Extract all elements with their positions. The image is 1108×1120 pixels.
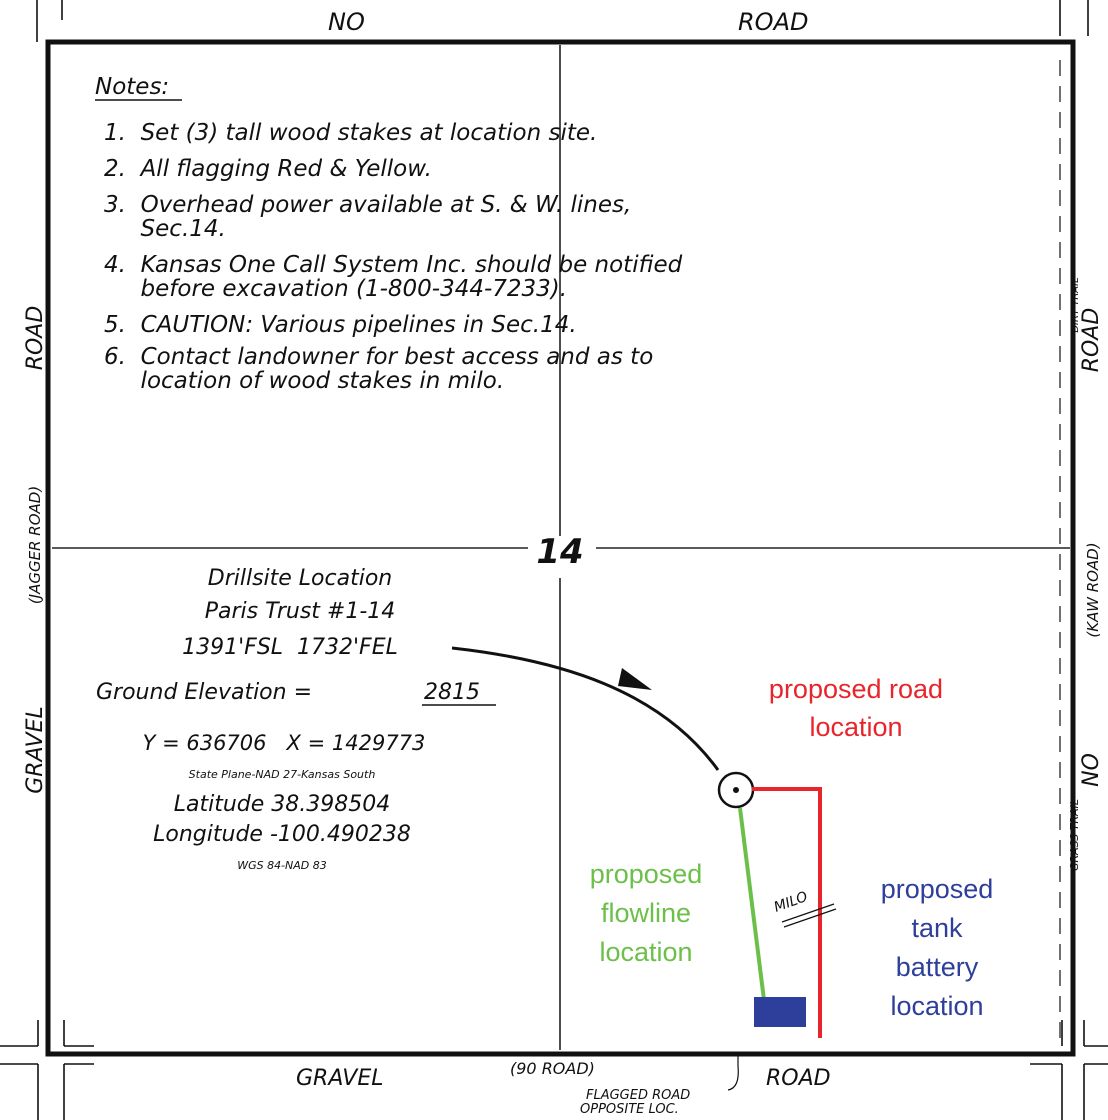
road-label-left-lower: GRAVEL	[23, 706, 48, 794]
annotation-road: proposed road location	[769, 674, 943, 742]
annotation-tank-line: tank	[911, 913, 963, 943]
crop-label-milo: MILO	[772, 889, 810, 916]
note-line: 1. Set (3) tall wood stakes at location …	[104, 120, 597, 146]
annotation-flowline-line: flowline	[601, 898, 691, 928]
leader-arrowhead	[618, 668, 652, 690]
section-number: 14	[536, 532, 583, 572]
note-line: 6. Contact landowner for best access and…	[104, 344, 653, 370]
note-line: 4. Kansas One Call System Inc. should be…	[104, 252, 683, 278]
notes-heading: Notes:	[95, 74, 169, 100]
state-plane-label: State Plane-NAD 27-Kansas South	[189, 768, 376, 781]
note-line: 5. CAUTION: Various pipelines in Sec.14.	[104, 312, 577, 338]
note-line: 2. All flagging Red & Yellow.	[104, 156, 432, 182]
milo-underline-2	[783, 908, 837, 928]
annotation-flowline-line: proposed	[590, 859, 703, 889]
drillsite-info: Drillsite Location Paris Trust #1-14 139…	[96, 566, 496, 872]
road-label-left-middle: (JAGGER ROAD)	[26, 486, 44, 604]
drillsite-well-name: Paris Trust #1-14	[205, 599, 396, 624]
latitude: Latitude 38.398504	[174, 792, 391, 817]
proposed-flowline-line	[738, 807, 766, 1001]
proposed-road-line	[752, 787, 822, 1038]
note-line: before excavation (1-800-344-7233).	[104, 276, 567, 302]
well-center-dot	[733, 787, 739, 793]
flagged-road-leader	[727, 1052, 739, 1091]
state-plane-coords: Y = 636706 X = 1429773	[143, 731, 426, 755]
road-label-left-upper: ROAD	[23, 306, 48, 371]
annotation-tank-line: battery	[896, 952, 979, 982]
annotation-road-line: proposed road	[769, 674, 943, 704]
notes-list: 1. Set (3) tall wood stakes at location …	[104, 120, 683, 394]
elevation-value: 2815	[424, 680, 480, 705]
annotation-flowline-line: location	[599, 937, 692, 967]
road-label-right-dirt-trail: DIRT TRAIL	[1070, 277, 1081, 332]
annotation-flowline: proposed flowline location	[590, 859, 703, 967]
annotation-road-line: location	[809, 712, 902, 742]
milo-underline-1	[781, 903, 835, 923]
drillsite-footage: 1391'FSL 1732'FEL	[182, 635, 398, 660]
annotation-tank-line: location	[890, 991, 983, 1021]
leader-arrow	[451, 646, 720, 771]
note-line: location of wood stakes in milo.	[104, 368, 504, 394]
annotation-tank: proposed tank battery location	[881, 874, 994, 1021]
tank-battery-symbol	[754, 997, 806, 1027]
note-line: Sec.14.	[104, 216, 226, 242]
road-label-top-left: NO	[328, 8, 365, 36]
road-label-right-middle: (KAW ROAD)	[1084, 542, 1102, 637]
road-label-right-grass-trail: GRASS TRAIL	[1068, 799, 1081, 871]
annotation-tank-line: proposed	[881, 874, 994, 904]
longitude: Longitude -100.490238	[153, 822, 411, 847]
road-label-top-right: ROAD	[738, 8, 808, 36]
road-label-right-upper: ROAD	[1079, 308, 1104, 373]
road-label-bottom-right: ROAD	[766, 1066, 831, 1091]
road-label-bottom-left: GRAVEL	[296, 1066, 384, 1091]
flagged-road-line1: FLAGGED ROAD	[586, 1088, 690, 1103]
road-label-right-lower: NO	[1079, 753, 1104, 787]
drillsite-title: Drillsite Location	[208, 566, 393, 591]
flagged-road-line2: OPPOSITE LOC.	[580, 1102, 679, 1117]
road-label-bottom-center: (90 ROAD)	[510, 1059, 595, 1078]
section-boundary	[45, 39, 1076, 1057]
datum-label: WGS 84-NAD 83	[237, 859, 327, 872]
elevation-label: Ground Elevation =	[96, 680, 319, 705]
note-line: 3. Overhead power available at S. & W. l…	[104, 192, 631, 218]
